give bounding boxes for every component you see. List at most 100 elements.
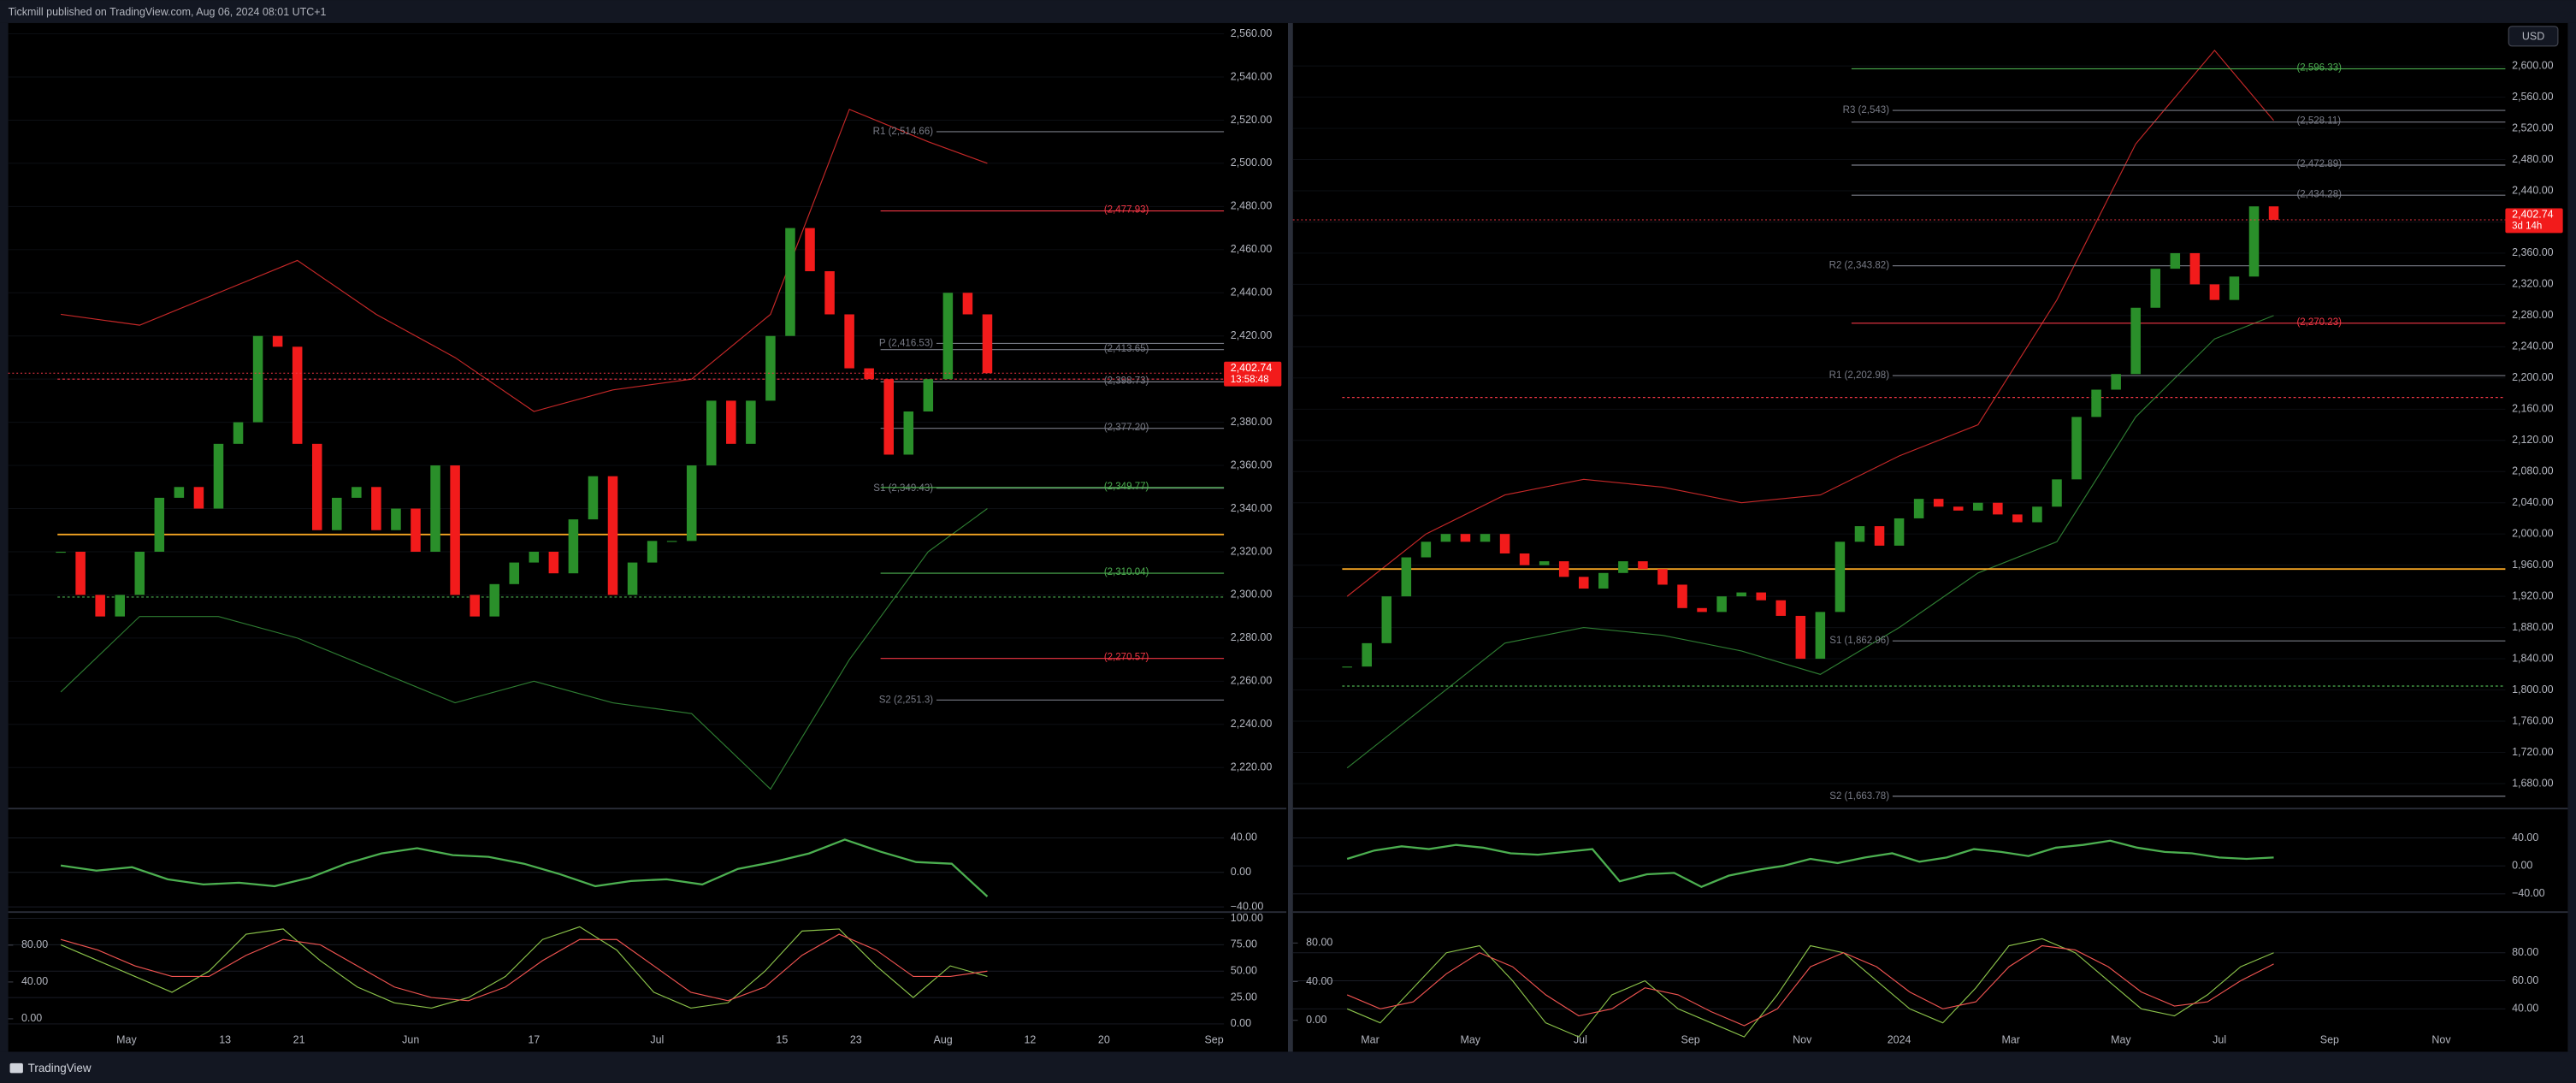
price-tick-label: 2,520.00	[1231, 114, 1273, 126]
currency[interactable]: USD	[2522, 31, 2544, 43]
candle	[726, 400, 736, 444]
date-label: 17	[528, 1033, 540, 1045]
currency-button[interactable]	[2508, 26, 2559, 47]
price-tick-label: 1,840.00	[2512, 652, 2554, 664]
candle	[1381, 596, 1392, 643]
price-tick-label: 2,440.00	[2512, 184, 2554, 196]
candle	[1815, 612, 1826, 660]
level-label: P (2,416.53)	[879, 339, 933, 349]
stoch-line	[60, 933, 988, 1002]
candle	[1480, 534, 1491, 542]
level-label: R2 (2,343.82)	[1829, 261, 1890, 271]
price-tick-label: 2,560.00	[2512, 91, 2554, 103]
osc-line	[60, 838, 989, 897]
candle	[607, 476, 618, 595]
level-label: (2,596.33)	[2296, 63, 2342, 74]
candle	[1440, 534, 1451, 542]
candle	[2111, 374, 2121, 390]
price-tick-label: 2,280.00	[2512, 309, 2554, 321]
candle	[2248, 206, 2260, 277]
candle	[2052, 479, 2062, 507]
candle	[352, 487, 362, 498]
price-tick-label: 1,920.00	[2512, 589, 2554, 601]
tradingview-logo	[9, 1062, 23, 1074]
price-tick-label: 2,000.00	[2512, 527, 2554, 539]
candle	[864, 368, 874, 380]
date-label: May	[2111, 1033, 2131, 1045]
candle	[706, 400, 717, 466]
osc-line	[1346, 839, 2274, 888]
price-tick-label: 2,420.00	[1231, 329, 1273, 341]
price-tick-label: 2,240.00	[2512, 340, 2554, 352]
price-tick-label: 2,320.00	[2512, 278, 2554, 290]
candle	[1677, 584, 1687, 608]
level-label: S2 (2,251.3)	[879, 695, 934, 705]
osc-tick-label: −40.00	[2512, 887, 2545, 899]
date-label: Sep	[2320, 1033, 2339, 1045]
candle	[627, 562, 638, 595]
last-price-label: 2,402.74	[1231, 362, 1273, 374]
date-label: Jun	[402, 1033, 419, 1045]
right-border	[2567, 22, 2576, 1052]
candle	[2209, 284, 2220, 300]
candle	[1342, 666, 1352, 668]
date-label: 20	[1098, 1033, 1110, 1045]
candle	[529, 551, 540, 563]
date-label: May	[1460, 1033, 1480, 1045]
stoch-left-tick-label: 40.00	[1306, 975, 1332, 987]
price-tick-label: 1,760.00	[2512, 714, 2554, 726]
date-label: Nov	[1793, 1033, 1812, 1045]
candle	[1499, 534, 1510, 553]
candle	[391, 508, 401, 530]
price-tick-label: 2,260.00	[1231, 675, 1273, 687]
candle	[1598, 572, 1609, 589]
date-label: Mar	[2001, 1033, 2019, 1045]
candle	[489, 583, 499, 617]
price-tick-label: 2,360.00	[2512, 246, 2554, 258]
level-label: (2,349.77)	[1104, 482, 1149, 492]
candle	[647, 541, 658, 563]
stoch-tick-label: 75.00	[1231, 938, 1257, 950]
level-label: S2 (1,663.78)	[1829, 791, 1889, 802]
candle	[1579, 577, 1589, 589]
candle	[1993, 502, 2003, 515]
date-label: Jul	[650, 1033, 664, 1045]
candle	[332, 497, 342, 530]
candle	[1657, 569, 1668, 585]
level-label: (2,270.57)	[1104, 653, 1149, 663]
level-label: (2,310.04)	[1104, 567, 1149, 577]
level-label: (2,477.93)	[1104, 205, 1149, 216]
candle	[311, 443, 322, 530]
candle	[1519, 553, 1530, 565]
candle	[942, 293, 954, 380]
candle	[174, 487, 185, 498]
stoch-line	[60, 926, 988, 1009]
candle	[2071, 417, 2082, 480]
candle	[765, 335, 776, 401]
countdown-label: 3d 14h	[2512, 222, 2542, 232]
panel-divider	[1288, 22, 1293, 1052]
date-label: 12	[1024, 1033, 1036, 1045]
candle	[805, 228, 815, 272]
price-tick-label: 1,880.00	[2512, 621, 2554, 633]
stoch-tick-label: 80.00	[2512, 946, 2538, 958]
level-label: (2,434.28)	[2296, 189, 2342, 199]
candle	[292, 346, 303, 444]
date-label: Nov	[2431, 1033, 2451, 1045]
level-label: S1 (1,862.96)	[1829, 636, 1889, 646]
price-tick-label: 2,240.00	[1231, 718, 1273, 730]
candle	[470, 595, 480, 617]
candle	[1835, 542, 1846, 613]
candle	[1973, 502, 1983, 511]
candle	[272, 335, 283, 347]
candle	[1913, 499, 1924, 518]
candle	[1874, 526, 1885, 546]
stoch-tick-label: 40.00	[2512, 1003, 2538, 1015]
price-tick-label: 2,320.00	[1231, 545, 1273, 557]
price-tick-label: 2,360.00	[1231, 459, 1273, 470]
last-price-label: 2,402.74	[2512, 208, 2554, 220]
candle	[844, 314, 854, 369]
candle	[1795, 615, 1806, 660]
stoch-left-tick-label: 0.00	[21, 1012, 42, 1024]
